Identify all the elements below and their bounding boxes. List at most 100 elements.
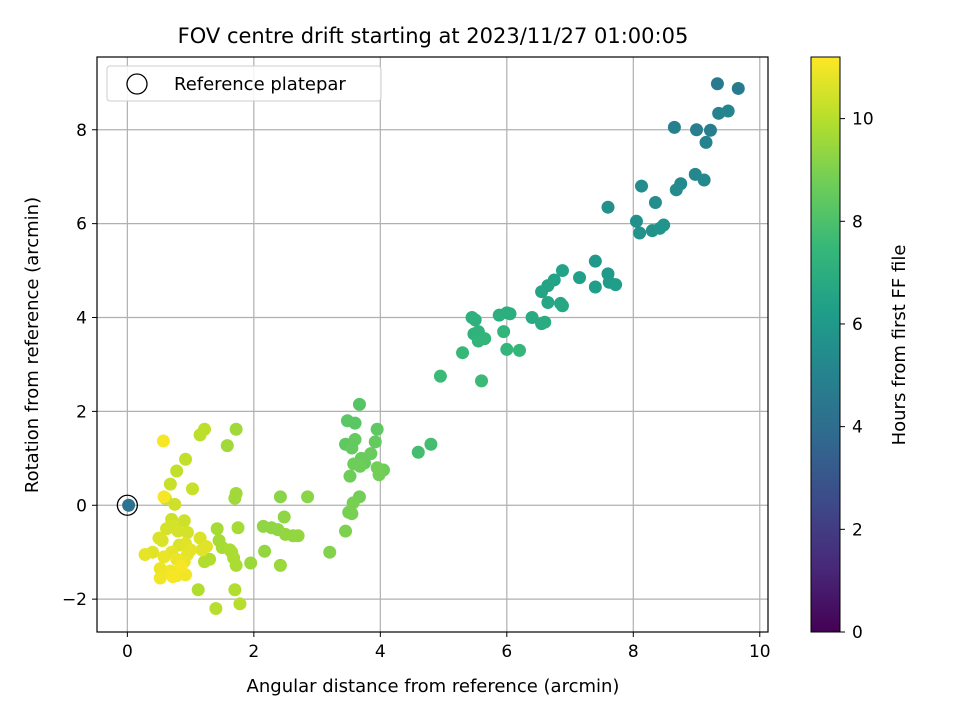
data-point: [153, 562, 167, 576]
data-point: [166, 570, 180, 584]
data-point: [629, 214, 643, 228]
colorbar-tick-label: 10: [852, 110, 874, 130]
reference-point-marker: [116, 494, 139, 516]
data-point: [258, 544, 272, 558]
data-point: [231, 521, 245, 535]
data-point: [500, 342, 514, 356]
data-point: [353, 459, 367, 473]
data-point: [657, 218, 671, 232]
data-point: [122, 498, 136, 512]
data-point: [228, 491, 242, 505]
colorbar-label: Hours from first FF file: [889, 245, 910, 446]
data-point: [171, 524, 185, 538]
data-point: [223, 543, 237, 557]
data-point: [424, 437, 438, 451]
data-point: [535, 285, 549, 299]
data-point: [690, 123, 704, 137]
data-point: [635, 179, 649, 193]
data-point: [174, 559, 188, 573]
data-point: [555, 264, 569, 278]
legend-entry: Reference platepar: [174, 74, 346, 95]
data-point: [456, 346, 470, 360]
data-point: [503, 307, 517, 321]
y-tick-label: 2: [76, 402, 87, 422]
data-point: [185, 482, 199, 496]
data-point: [195, 543, 209, 557]
data-point: [370, 422, 384, 436]
x-tick-label: 2: [248, 642, 259, 662]
data-point: [244, 556, 258, 570]
x-tick-label: 4: [375, 642, 386, 662]
data-point: [323, 545, 337, 559]
data-point: [301, 490, 315, 504]
chart-title: FOV centre drift starting at 2023/11/27 …: [178, 24, 689, 48]
data-point: [273, 558, 287, 572]
colorbar-axis: 0 2 4 6 8 10: [840, 110, 874, 643]
data-point: [191, 583, 205, 597]
data-point: [497, 325, 511, 339]
data-point: [345, 441, 359, 455]
x-axis-label: Angular distance from reference (arcmin): [247, 676, 620, 697]
data-point: [731, 81, 745, 95]
colorbar-tick-label: 2: [852, 520, 863, 540]
data-point: [273, 490, 287, 504]
data-point: [555, 299, 569, 313]
data-point: [471, 334, 485, 348]
data-point: [209, 602, 223, 616]
data-point: [170, 464, 184, 478]
data-point: [669, 183, 683, 197]
data-point: [588, 280, 602, 294]
data-point: [180, 525, 194, 539]
data-point: [160, 522, 174, 536]
data-point: [588, 254, 602, 268]
y-tick-label: 0: [76, 496, 87, 516]
y-axis: −2 0 2 4 6 8: [62, 121, 97, 610]
data-point: [157, 550, 171, 564]
data-point: [168, 497, 182, 511]
legend: Reference platepar: [106, 65, 382, 102]
data-point: [609, 278, 623, 292]
data-point: [525, 311, 539, 325]
data-point: [667, 120, 681, 134]
data-point: [339, 524, 353, 538]
y-tick-label: 8: [76, 121, 87, 141]
data-point: [601, 200, 615, 214]
data-point: [703, 123, 717, 137]
data-point: [291, 529, 305, 543]
colorbar: [810, 56, 841, 633]
data-point: [277, 510, 291, 524]
data-point: [541, 295, 555, 309]
colorbar-tick-label: 4: [852, 418, 863, 438]
data-point: [697, 173, 711, 187]
data-point: [153, 571, 167, 585]
colorbar-tick-label: 8: [852, 212, 863, 232]
y-tick-label: 6: [76, 215, 87, 235]
data-point: [138, 548, 152, 562]
x-tick-label: 0: [122, 642, 133, 662]
reference-marker: [116, 494, 139, 516]
colorbar-tick-label: 0: [852, 623, 863, 643]
data-point: [220, 439, 234, 453]
y-tick-label: 4: [76, 309, 87, 329]
x-axis: 0 2 4 6 8 10: [122, 632, 771, 662]
data-point: [372, 468, 386, 482]
data-point: [157, 490, 171, 504]
x-tick-label: 8: [628, 642, 639, 662]
data-point: [573, 271, 587, 285]
colorbar-tick-label: 6: [852, 315, 863, 335]
legend-box: [106, 65, 382, 102]
data-point: [345, 507, 359, 521]
data-point: [648, 196, 662, 210]
data-point: [184, 543, 198, 557]
data-point: [538, 315, 552, 329]
data-point: [352, 397, 366, 411]
x-tick-label: 6: [501, 642, 512, 662]
data-point: [198, 555, 212, 569]
plot-frame: [96, 56, 769, 633]
data-point: [177, 514, 191, 528]
y-tick-label: −2: [62, 590, 87, 610]
data-point: [368, 435, 382, 449]
data-point: [179, 452, 193, 466]
data-point: [229, 422, 243, 436]
